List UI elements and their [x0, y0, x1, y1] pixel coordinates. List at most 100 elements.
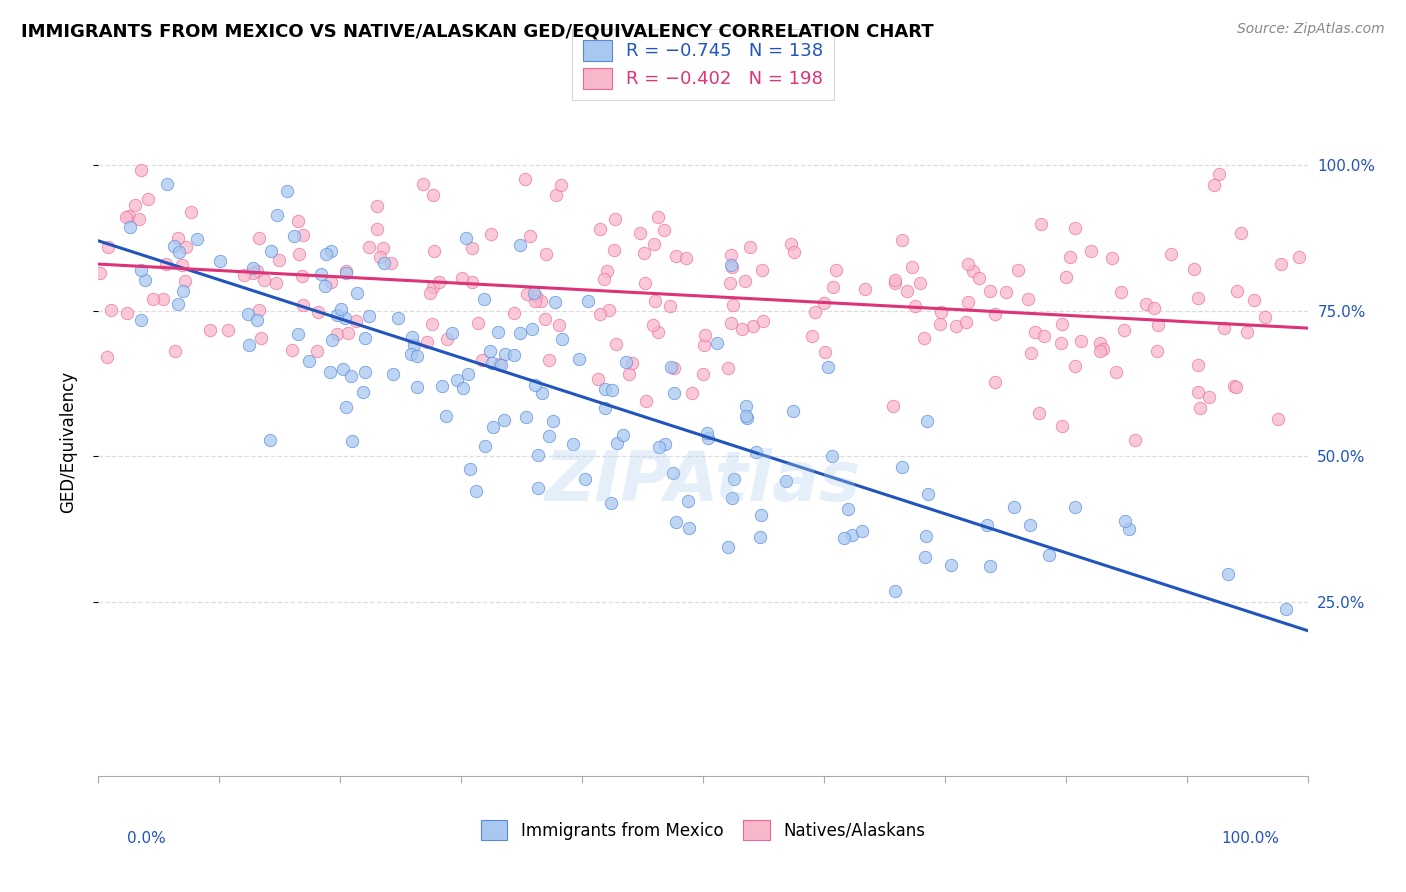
Point — [593, 401, 616, 415]
Point — [1208, 167, 1230, 181]
Point — [292, 298, 315, 312]
Point — [530, 293, 553, 308]
Point — [503, 349, 526, 363]
Point — [1038, 548, 1060, 562]
Point — [678, 521, 700, 535]
Point — [749, 530, 772, 544]
Point — [603, 211, 626, 226]
Point — [717, 361, 740, 376]
Point — [422, 280, 444, 294]
Point — [723, 472, 745, 486]
Point — [247, 303, 270, 318]
Point — [536, 247, 558, 261]
Point — [335, 264, 357, 278]
Point — [427, 275, 450, 289]
Point — [782, 244, 804, 259]
Point — [1080, 244, 1102, 259]
Point — [242, 260, 264, 275]
Point — [167, 297, 190, 311]
Point — [1223, 378, 1246, 392]
Point — [614, 355, 637, 369]
Point — [695, 327, 717, 342]
Point — [562, 437, 585, 451]
Point — [945, 319, 967, 334]
Point — [436, 409, 458, 423]
Point — [1118, 522, 1140, 536]
Point — [269, 253, 291, 268]
Point — [742, 318, 765, 333]
Point — [1184, 262, 1206, 277]
Point — [693, 338, 716, 352]
Point — [896, 284, 918, 298]
Point — [330, 301, 353, 316]
Point — [823, 280, 845, 294]
Point — [136, 192, 159, 206]
Point — [186, 232, 208, 246]
Point — [1109, 285, 1132, 300]
Point — [621, 355, 644, 369]
Point — [912, 331, 935, 345]
Point — [509, 237, 531, 252]
Point — [481, 356, 503, 370]
Point — [520, 322, 543, 336]
Point — [903, 299, 925, 313]
Point — [634, 276, 657, 290]
Point — [1054, 269, 1077, 284]
Point — [354, 331, 377, 345]
Point — [1050, 317, 1073, 331]
Point — [752, 314, 775, 328]
Point — [1226, 284, 1249, 298]
Point — [366, 221, 388, 235]
Point — [287, 247, 309, 261]
Point — [346, 285, 368, 300]
Point — [1202, 178, 1225, 192]
Point — [717, 540, 740, 554]
Point — [335, 400, 357, 414]
Point — [979, 284, 1001, 298]
Point — [124, 198, 146, 212]
Point — [117, 209, 139, 223]
Point — [1019, 346, 1042, 360]
Point — [422, 244, 444, 258]
Point — [430, 379, 453, 393]
Point — [1064, 220, 1087, 235]
Point — [246, 312, 269, 326]
Point — [745, 445, 768, 459]
Point — [523, 293, 546, 308]
Point — [368, 250, 391, 264]
Point — [603, 243, 626, 257]
Point — [891, 233, 914, 247]
Point — [967, 270, 990, 285]
Point — [174, 240, 197, 254]
Point — [246, 264, 269, 278]
Point — [1064, 359, 1087, 373]
Point — [461, 275, 484, 289]
Point — [373, 256, 395, 270]
Point — [983, 375, 1005, 389]
Point — [779, 237, 801, 252]
Point — [534, 311, 557, 326]
Point — [287, 326, 309, 341]
Point — [307, 304, 329, 318]
Point — [735, 409, 758, 423]
Point — [979, 558, 1001, 573]
Point — [402, 338, 425, 352]
Point — [1142, 301, 1164, 316]
Point — [259, 433, 281, 447]
Point — [217, 323, 239, 337]
Point — [813, 344, 835, 359]
Point — [720, 316, 742, 330]
Point — [412, 177, 434, 191]
Point — [340, 368, 363, 383]
Point — [984, 307, 1007, 321]
Point — [353, 365, 375, 379]
Point — [325, 308, 347, 322]
Point — [681, 385, 703, 400]
Point — [131, 163, 153, 178]
Point — [479, 227, 502, 241]
Point — [644, 293, 666, 308]
Point — [782, 404, 804, 418]
Point — [1236, 325, 1258, 339]
Point — [467, 317, 489, 331]
Point — [821, 449, 844, 463]
